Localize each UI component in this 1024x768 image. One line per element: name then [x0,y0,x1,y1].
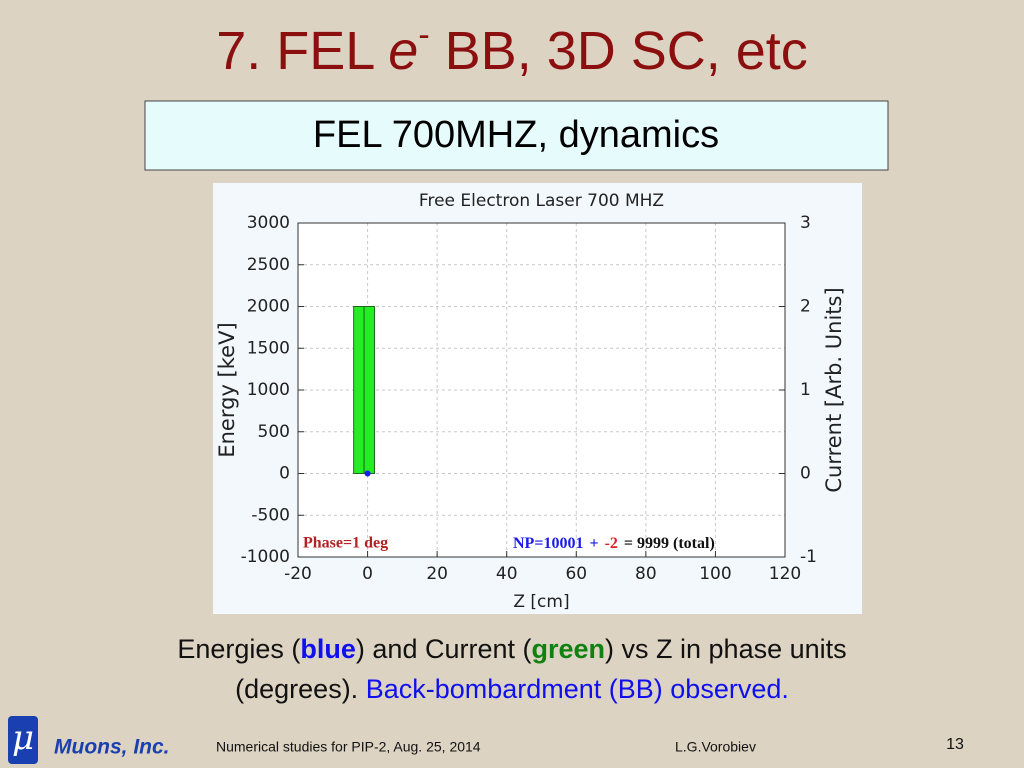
title-text: BB, 3D SC, etc [430,21,808,81]
title-text: 7. FEL [216,21,388,81]
slide-title: 7. FEL e- BB, 3D SC, etc [216,16,808,81]
x-tick-label: 100 [699,564,731,584]
energy-point [364,470,371,477]
y-tick-label: 3000 [247,213,290,233]
annotation: Phase=1 deg [303,535,388,552]
y2-tick-label: -1 [800,547,817,567]
y-tick-label: 0 [279,464,290,484]
footer-event: Numerical studies for PIP-2, Aug. 25, 20… [216,739,481,755]
x-axis-label: Z [cm] [513,592,569,612]
caption-text: (degrees). [235,674,366,704]
y-tick-label: -1000 [241,547,290,567]
annotation: NP=10001 + -2 = 9999 (total) [513,535,715,552]
title-sup: - [418,16,429,54]
x-tick-label: 40 [496,564,518,584]
logo-text: μ [12,718,34,758]
footer-author: L.G.Vorobiev [675,739,756,755]
x-tick-label: 80 [635,564,657,584]
y-tick-label: 1000 [247,380,290,400]
y2-tick-label: 0 [800,464,811,484]
x-tick-label: 20 [426,564,448,584]
y-tick-label: 1500 [247,338,290,358]
subtitle-box [144,100,889,171]
annotation-part: -2 [605,535,618,552]
caption-text: Back-bombardment (BB) observed. [366,674,789,704]
caption-text: ) and Current ( [356,634,532,664]
y2-tick-label: 1 [800,380,811,400]
y-tick-label: 2500 [247,255,290,275]
annotation-part: NP=10001 [513,535,583,552]
y2-tick-label: 3 [800,213,811,233]
caption-text: ) vs Z in phase units [605,634,847,664]
caption-text: Energies ( [177,634,300,664]
page-number: 13 [946,736,964,753]
bar [353,306,365,474]
chart: -20 0 20 40 60 80 100 120-1000-5000500100015002… [215,191,846,612]
x-tick-label: -20 [284,564,312,584]
y2-axis-label: Current [Arb. Units] [822,287,846,492]
y-tick-label: -500 [251,505,290,525]
y-tick-label: 500 [258,422,290,442]
bar [363,306,376,474]
annotation-part: + [589,535,598,552]
y2-tick-label: 2 [800,297,811,317]
company: Muons, Inc. [54,736,170,759]
caption-blue: blue [300,634,356,664]
plot-area [298,223,785,557]
annotation-part: = 9999 (total) [624,535,715,552]
logo [8,716,38,764]
caption-line: (degrees). Back-bombardment (BB) observe… [235,674,789,704]
x-tick-label: 60 [565,564,587,584]
title-italic: e [388,21,418,81]
chart-title: Free Electron Laser 700 MHZ [419,191,664,211]
plot-border [297,222,786,558]
caption-line: Energies (blue) and Current (green) vs Z… [177,634,846,664]
x-tick-label: 120 [769,564,801,584]
x-tick-label: 0 [362,564,373,584]
y-tick-label: 2000 [247,297,290,317]
subtitle: FEL 700MHZ, dynamics [313,114,719,156]
y-axis-label: Energy [keV] [215,322,239,457]
caption-green: green [532,634,606,664]
